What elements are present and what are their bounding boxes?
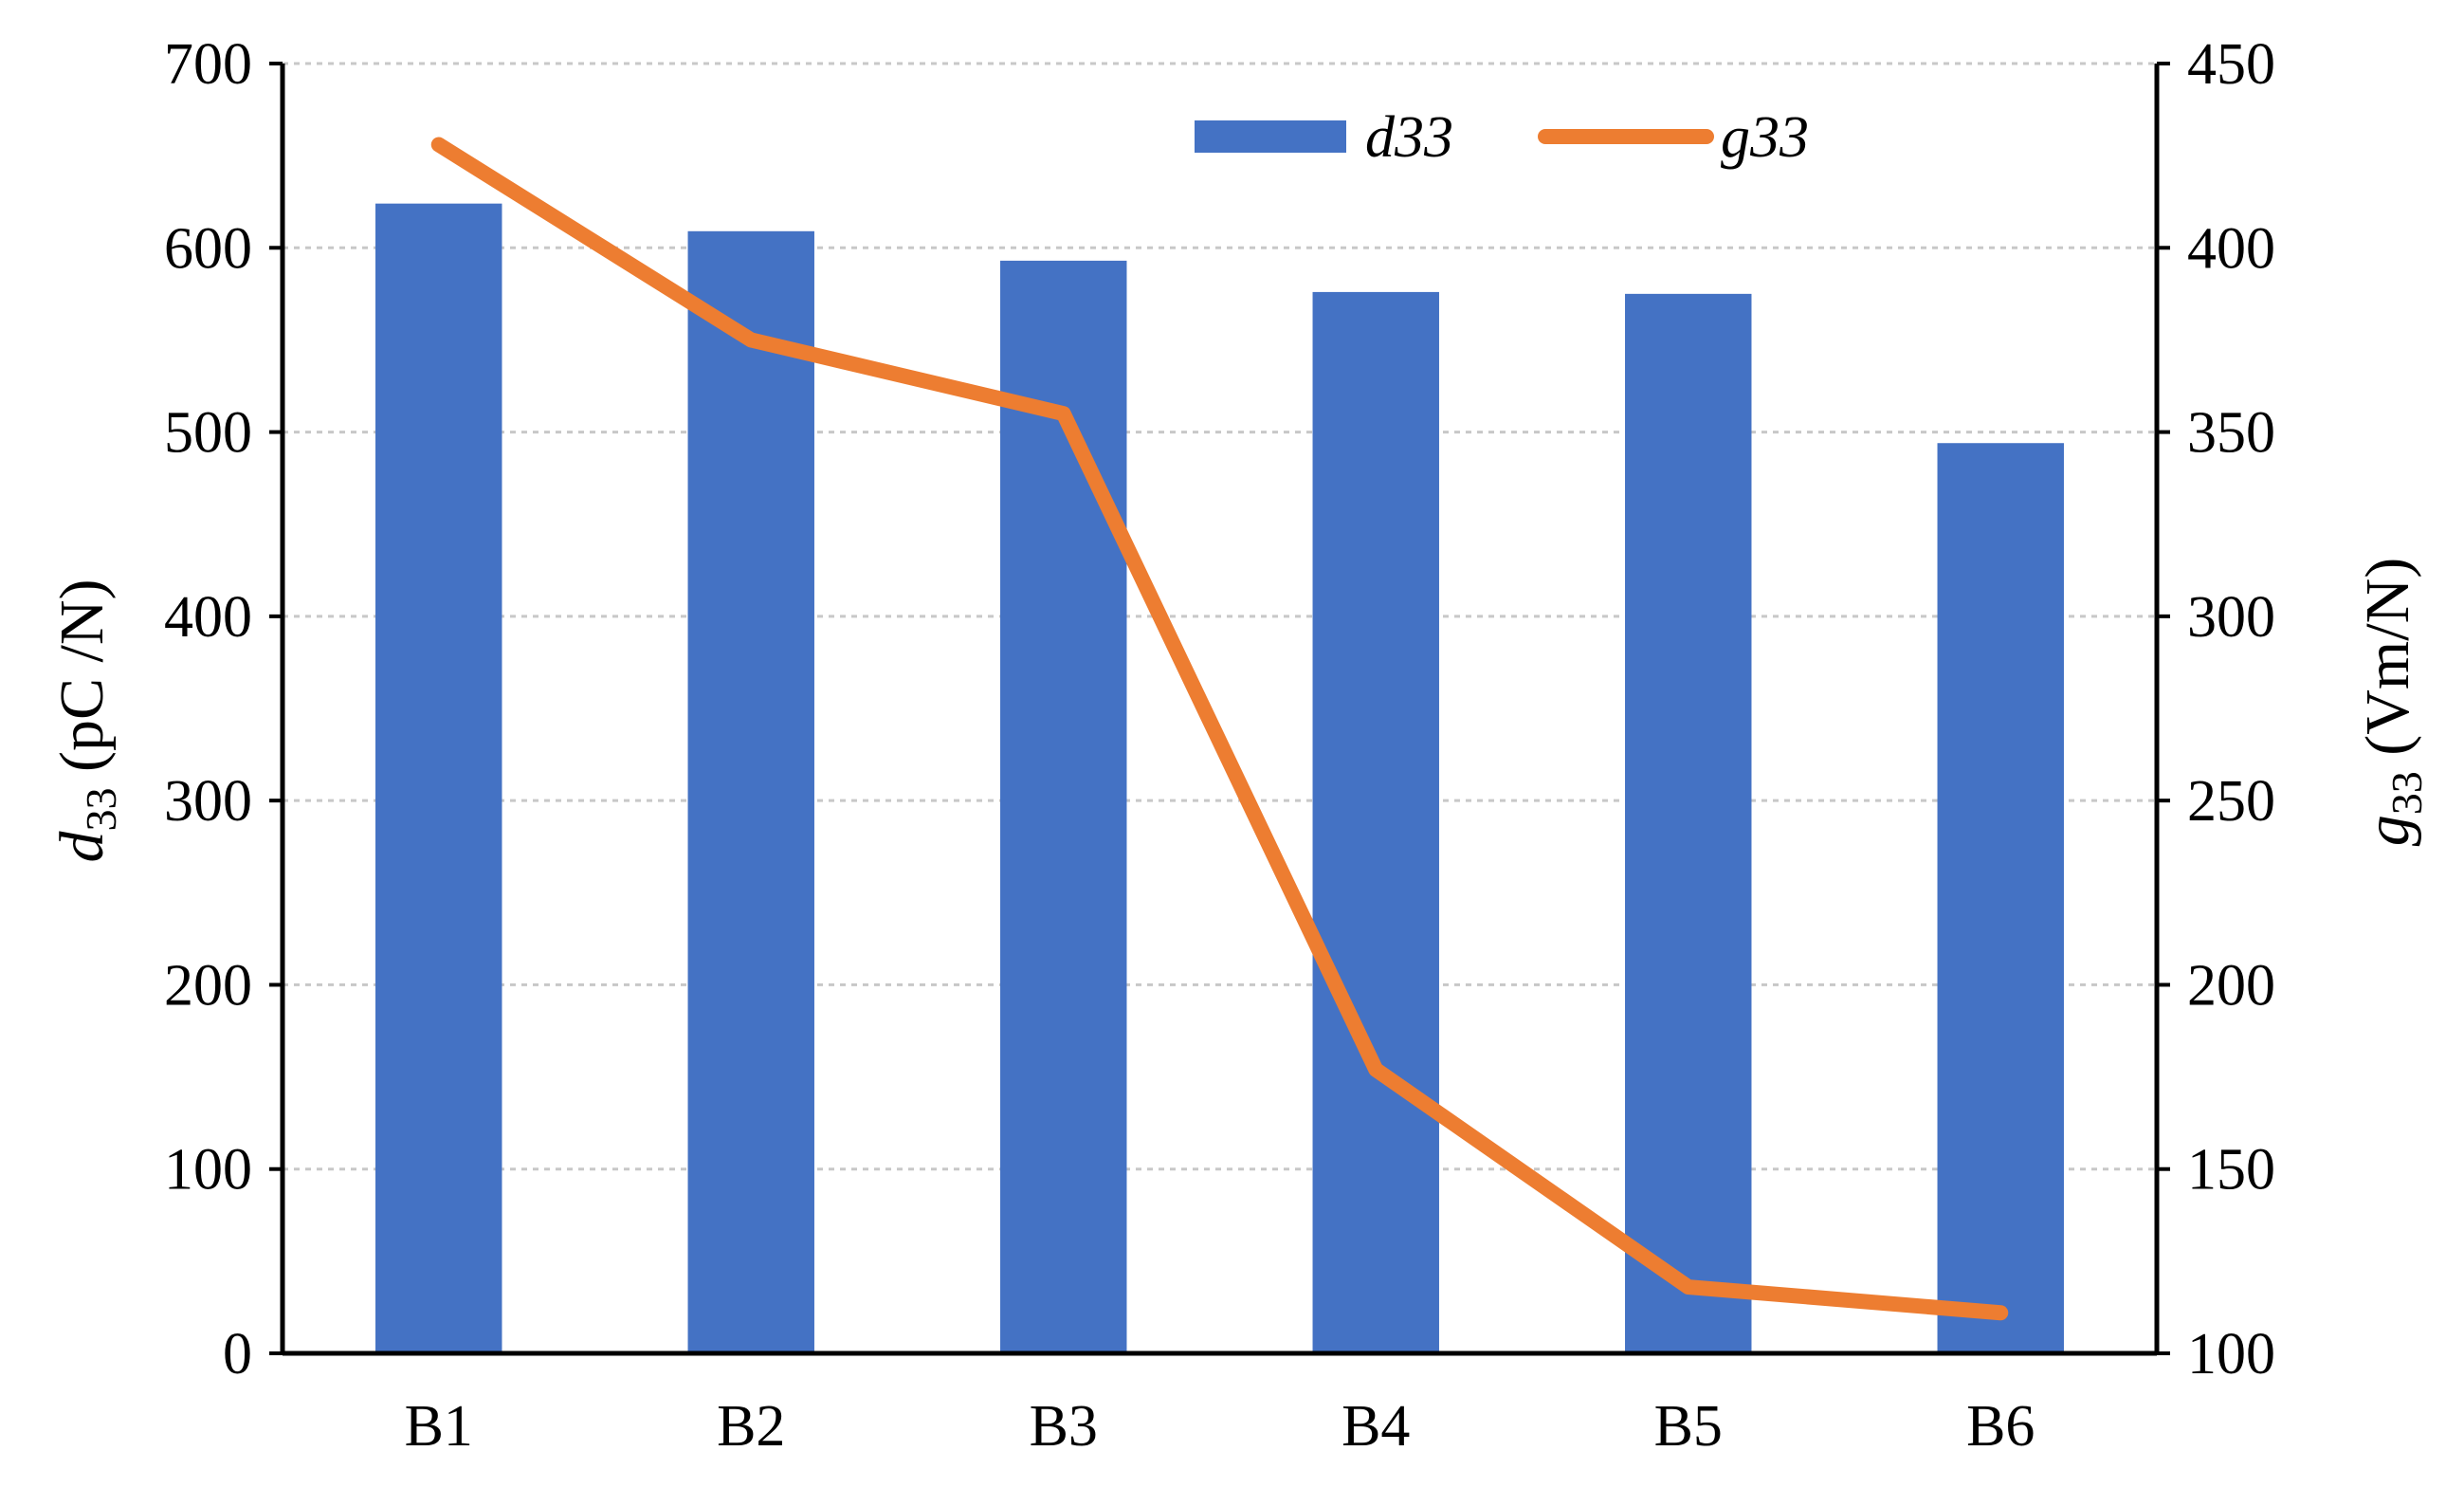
right-tick-label: 450 [2187,32,2275,97]
axes [269,62,2170,1356]
right-axis-title: g33 (Vm/N) [2353,558,2431,846]
legend: d33 g33 [1195,105,1809,170]
left-tick-label: 0 [223,1322,252,1387]
bar-d33 [375,203,502,1354]
legend-swatch-d33 [1195,120,1346,153]
bar-d33 [1000,260,1127,1353]
left-tick-label: 700 [164,32,252,97]
x-tick-label: B2 [717,1394,785,1459]
line-g33 [430,137,2009,1321]
x-tick-label: B3 [1030,1394,1098,1459]
bar-d33 [1312,291,1439,1353]
left-axis-title: d33 (pC /N) [47,579,125,863]
x-tick-label: B4 [1342,1394,1410,1459]
legend-label-d33: d33 [1365,105,1453,170]
left-tick-label: 500 [164,401,252,466]
x-tick-label: B6 [1966,1394,2035,1459]
bar-d33 [1937,443,2064,1353]
bar-d33 [1625,293,1752,1353]
right-tick-label: 200 [2187,953,2275,1018]
left-tick-label: 300 [164,769,252,834]
legend-label-g33: g33 [1721,105,1809,170]
right-tick-label: 150 [2187,1138,2275,1203]
right-tick-label: 300 [2187,585,2275,650]
tick-labels: 0 100 200 300 400 500 600 700 100 150 200 250 300 350… [164,32,2275,1459]
x-tick-label: B5 [1654,1394,1723,1459]
right-tick-label: 100 [2187,1322,2275,1387]
left-tick-label: 400 [164,585,252,650]
right-tick-label: 350 [2187,401,2275,466]
left-tick-label: 600 [164,216,252,281]
left-tick-label: 200 [164,953,252,1018]
right-tick-label: 400 [2187,216,2275,281]
x-tick-label: B1 [405,1394,473,1459]
left-tick-label: 100 [164,1138,252,1203]
right-tick-label: 250 [2187,769,2275,834]
d33-bars [375,203,2064,1354]
bar-d33 [687,230,814,1353]
g33-line [430,137,2009,1321]
